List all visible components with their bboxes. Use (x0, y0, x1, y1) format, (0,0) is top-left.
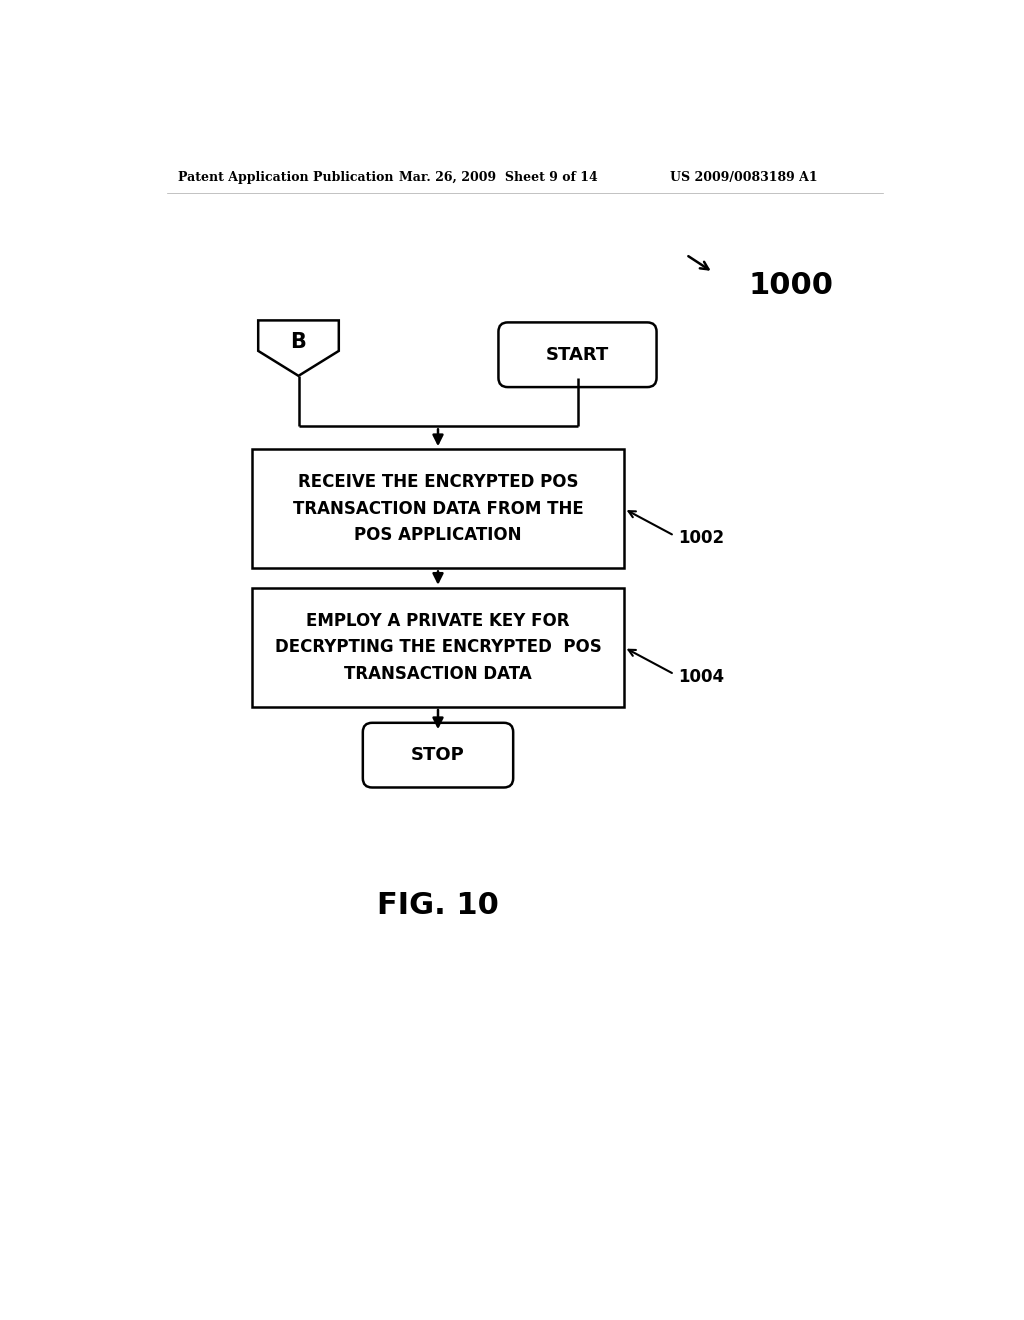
FancyBboxPatch shape (499, 322, 656, 387)
FancyBboxPatch shape (252, 449, 624, 569)
Text: EMPLOY A PRIVATE KEY FOR
DECRYPTING THE ENCRYPTED  POS
TRANSACTION DATA: EMPLOY A PRIVATE KEY FOR DECRYPTING THE … (274, 612, 601, 682)
FancyBboxPatch shape (252, 587, 624, 708)
Text: 1000: 1000 (748, 271, 833, 300)
FancyBboxPatch shape (362, 723, 513, 788)
Text: Patent Application Publication: Patent Application Publication (178, 172, 394, 185)
Text: START: START (546, 346, 609, 364)
Text: 1002: 1002 (678, 529, 724, 546)
Text: Mar. 26, 2009  Sheet 9 of 14: Mar. 26, 2009 Sheet 9 of 14 (399, 172, 598, 185)
Text: 1004: 1004 (678, 668, 724, 685)
Text: STOP: STOP (411, 746, 465, 764)
Text: B: B (291, 331, 306, 351)
Text: US 2009/0083189 A1: US 2009/0083189 A1 (671, 172, 818, 185)
Text: RECEIVE THE ENCRYPTED POS
TRANSACTION DATA FROM THE
POS APPLICATION: RECEIVE THE ENCRYPTED POS TRANSACTION DA… (293, 474, 584, 544)
Text: FIG. 10: FIG. 10 (377, 891, 499, 920)
